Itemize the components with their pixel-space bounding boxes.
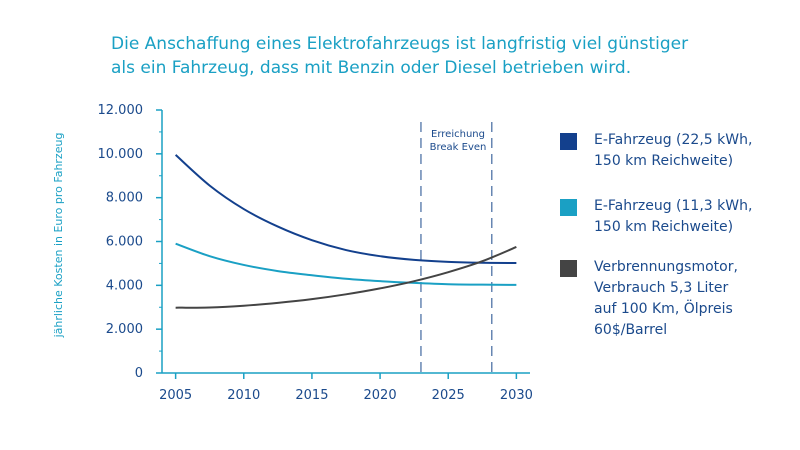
- y-tick-label: 10.000: [98, 147, 144, 162]
- legend-label: E-Fahrzeug (11,3 kWh, 150 km Reichweite): [594, 198, 753, 235]
- legend-label: E-Fahrzeug (22,5 kWh, 150 km Reichweite): [594, 132, 753, 169]
- y-axis-label: jährliche Kosten in Euro pro Fahrzeug: [52, 133, 65, 339]
- x-tick-label: 2010: [227, 388, 260, 403]
- y-tick-label: 6.000: [106, 235, 143, 250]
- legend-swatch-dark-grey: [560, 260, 577, 277]
- y-tick-label: 2.000: [106, 322, 143, 337]
- break-even-annotation-line-1: Erreichung: [431, 129, 485, 140]
- x-tick-label: 2030: [500, 388, 533, 403]
- series-line-2: [175, 246, 517, 309]
- chart-title-line-1: Die Anschaffung eines Elektrofahrzeugs i…: [111, 34, 689, 54]
- y-tick-label: 0: [135, 366, 143, 381]
- legend-item-ev-large: E-Fahrzeug (22,5 kWh, 150 km Reichweite): [560, 130, 752, 172]
- break-even-lines: [420, 122, 493, 373]
- series-line-1: [175, 242, 517, 286]
- x-tick-label: 2015: [295, 388, 328, 403]
- x-tick-label: 2025: [432, 388, 465, 403]
- series-line-0: [174, 154, 517, 264]
- y-tick-label: 8.000: [106, 191, 143, 206]
- chart-ticks: 0 2.000 4.000 6.000 8.000 10.000 12.000 2005 201…: [98, 103, 533, 403]
- chart-title-line-2: als ein Fahrzeug, dass mit Benzin oder D…: [111, 58, 632, 78]
- legend-item-combustion: Verbrennungsmotor, Verbrauch 5,3 Liter a…: [560, 257, 738, 341]
- legend-item-ev-small: E-Fahrzeug (11,3 kWh, 150 km Reichweite): [560, 196, 752, 238]
- legend-swatch-light-blue: [560, 199, 577, 216]
- break-even-annotation-line-2: Break Even: [430, 142, 487, 153]
- legend-swatch-dark-blue: [560, 133, 577, 150]
- x-tick-label: 2005: [159, 388, 192, 403]
- x-tick-label: 2020: [364, 388, 397, 403]
- chart-series: [174, 154, 517, 309]
- legend-label: Verbrennungsmotor, Verbrauch 5,3 Liter a…: [594, 259, 738, 338]
- y-tick-label: 12.000: [98, 103, 144, 118]
- chart-title: Die Anschaffung eines Elektrofahrzeugs i…: [111, 32, 751, 80]
- y-tick-label: 4.000: [106, 278, 143, 293]
